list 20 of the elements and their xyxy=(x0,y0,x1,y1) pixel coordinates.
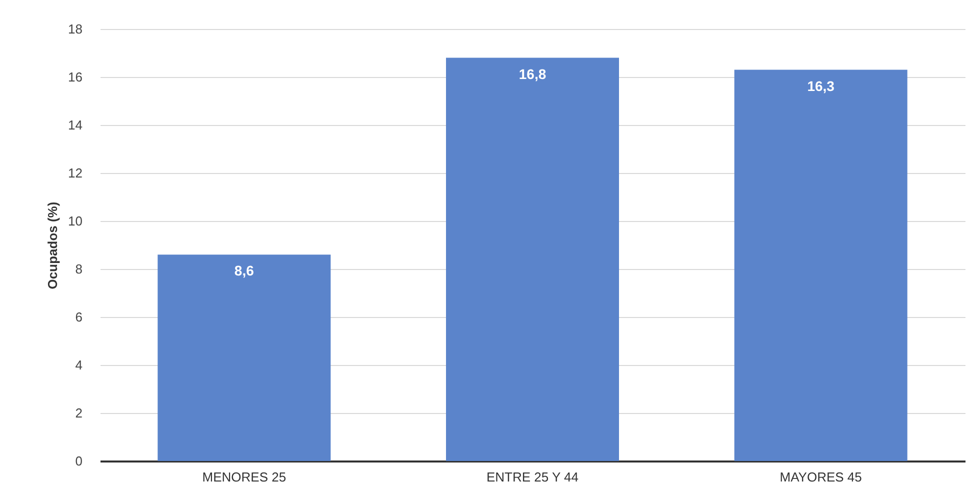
y-tick-label: 0 xyxy=(75,454,82,468)
y-axis-title: Ocupados (%) xyxy=(45,202,60,290)
data-label: 16,3 xyxy=(807,78,835,94)
y-tick-label: 10 xyxy=(68,214,82,228)
y-tick-label: 2 xyxy=(75,406,82,420)
y-tick-label: 14 xyxy=(68,118,82,132)
y-tick-label: 12 xyxy=(68,166,82,180)
x-tick-label: MAYORES 45 xyxy=(780,470,862,484)
data-label: 8,6 xyxy=(234,262,254,279)
y-tick-label: 8 xyxy=(75,262,82,276)
bar xyxy=(158,254,331,461)
y-tick-label: 6 xyxy=(75,310,82,324)
x-tick-label: MENORES 25 xyxy=(202,470,286,484)
bar xyxy=(446,58,619,461)
bar xyxy=(734,70,908,461)
x-tick-label: ENTRE 25 Y 44 xyxy=(486,470,579,484)
data-label: 16,8 xyxy=(518,66,546,82)
y-tick-label: 4 xyxy=(75,358,82,372)
y-tick-label: 18 xyxy=(68,22,82,36)
y-tick-label: 16 xyxy=(68,70,82,84)
